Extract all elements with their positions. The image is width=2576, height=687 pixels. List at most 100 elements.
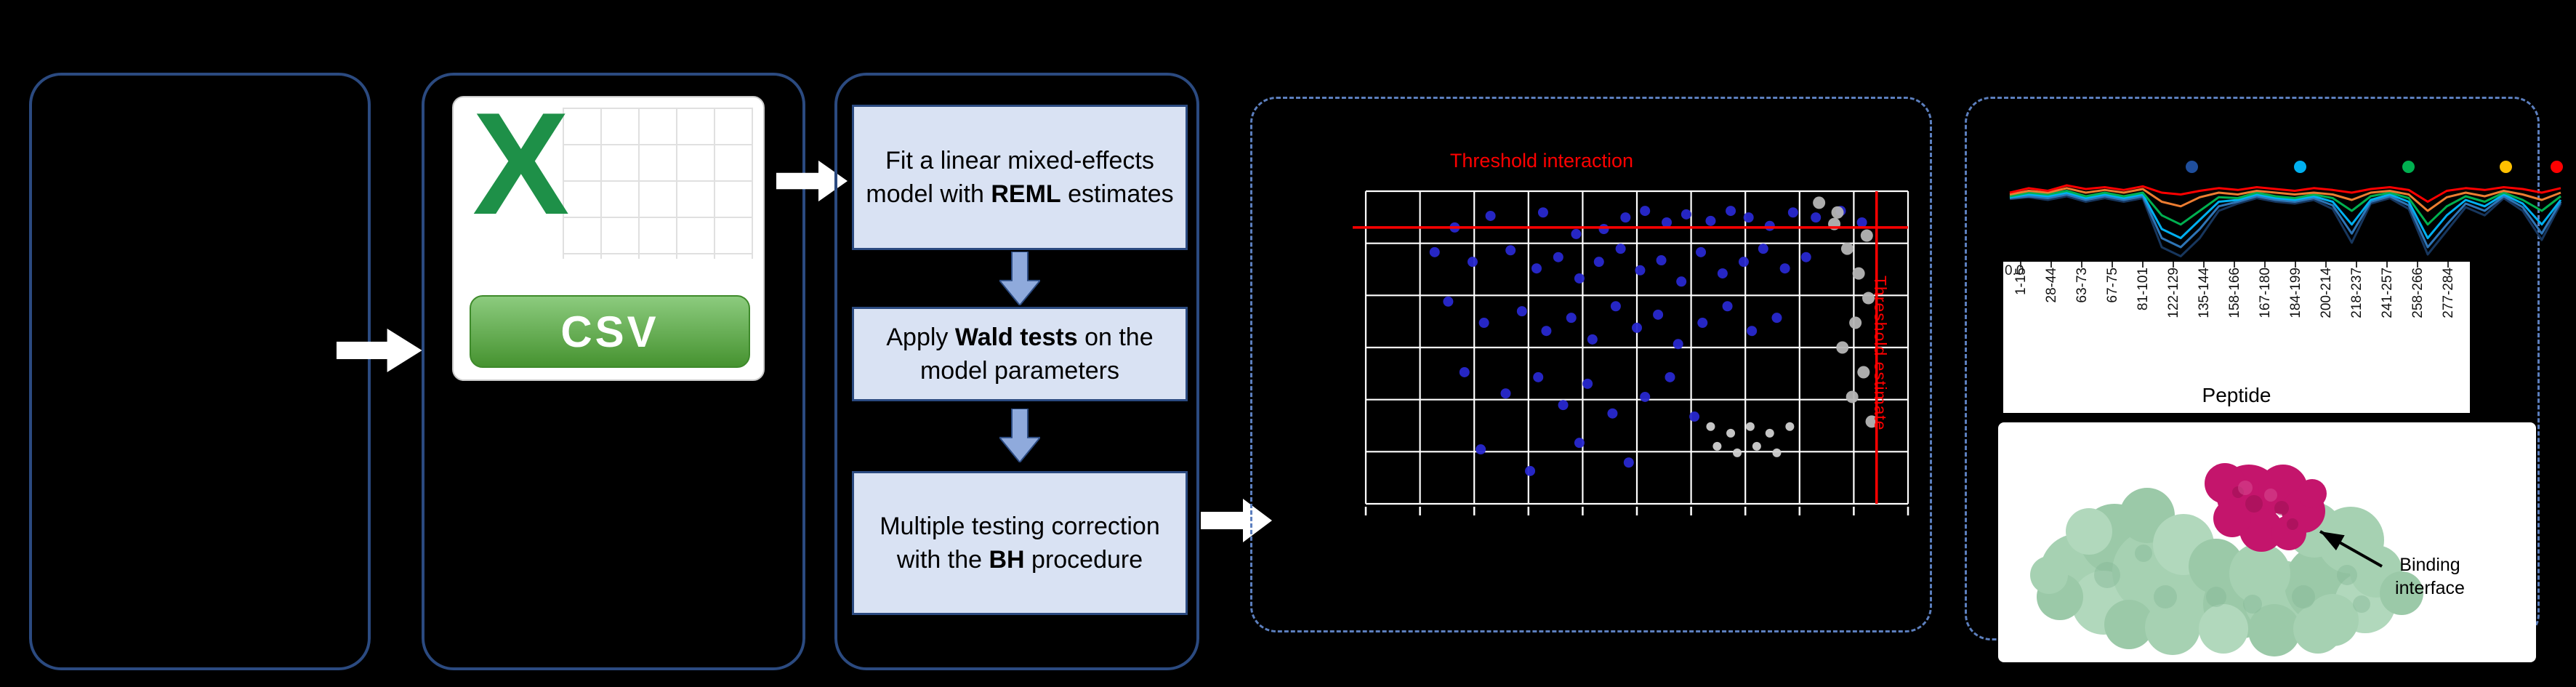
- peptide-axis-tick: [2447, 262, 2449, 268]
- scatter-point: [1640, 391, 1651, 402]
- scatter-point: [1743, 212, 1754, 223]
- peptide-tick-label: 122-129: [2166, 268, 2181, 318]
- legend-dot-2: [2294, 161, 2306, 173]
- panel-csv-input: X CSV: [422, 73, 805, 670]
- peptide-tick-label: 135-144: [2197, 268, 2212, 318]
- scatter-title: Threshold interaction: [1449, 150, 1634, 172]
- binding-interface-label: Binding interface: [2395, 555, 2465, 598]
- scatter-point: [1478, 318, 1489, 329]
- panel-results: 0.0 1-15 28-44 63-73 67-75 81-101 122-129 135-…: [1965, 97, 2563, 662]
- scatter-point: [1632, 322, 1642, 333]
- step-box-wald-text: Apply Wald tests on the model parameters: [886, 324, 1154, 385]
- spreadsheet-grid: [563, 108, 753, 259]
- uptake-line-series-green: [2009, 190, 2561, 226]
- uptake-line-chart: [2009, 184, 2562, 257]
- scatter-point: [1635, 265, 1646, 276]
- scatter-point: [1862, 292, 1875, 305]
- scatter-point: [1738, 257, 1749, 268]
- peptide-axis-tick: [2173, 262, 2174, 268]
- peptide-axis-tick: [2325, 262, 2327, 268]
- scatter-point: [1764, 220, 1775, 231]
- scatter-point: [1785, 422, 1795, 431]
- scatter-point: [1485, 210, 1496, 221]
- scatter-point: [1582, 378, 1593, 389]
- scatter-point: [1800, 252, 1811, 262]
- scatter-point: [1722, 301, 1733, 312]
- scatter-point: [1856, 217, 1867, 228]
- scatter-point: [1620, 212, 1631, 223]
- scatter-point: [1598, 224, 1609, 235]
- scatter-point: [1765, 428, 1774, 438]
- scatter-point: [1505, 245, 1516, 256]
- scatter-point: [1665, 371, 1675, 382]
- scatter-point: [1745, 422, 1755, 431]
- scatter-point: [1500, 388, 1511, 399]
- scatter-point: [1705, 215, 1716, 226]
- scatter-point: [1537, 207, 1548, 218]
- scatter-point: [1706, 422, 1715, 431]
- scatter-point: [1574, 438, 1585, 449]
- protein-surface-green: [2030, 488, 2423, 656]
- excel-x-logo: X: [472, 96, 570, 245]
- binding-interface-magenta: [2205, 463, 2327, 552]
- scatter-point: [1531, 263, 1542, 274]
- scatter-point: [1553, 252, 1563, 262]
- scatter-point: [1811, 212, 1822, 223]
- csv-label: CSV: [560, 307, 659, 356]
- scatter-point: [1712, 441, 1722, 451]
- scatter-point: [1443, 296, 1454, 307]
- scatter-point: [1758, 244, 1768, 254]
- peptide-axis-tick: [2356, 262, 2357, 268]
- scatter-point: [1566, 313, 1577, 324]
- scatter-point: [1733, 448, 1742, 457]
- scatter-point: [1541, 326, 1552, 337]
- scatter-point: [1726, 206, 1736, 217]
- panel-statistics-steps: Fit a linear mixed-effects model with RE…: [834, 73, 1199, 670]
- scatter-point: [1726, 428, 1736, 438]
- scatter-point: [1771, 313, 1782, 324]
- scatter-series-faint-cluster: [1706, 422, 1795, 457]
- scatter-point: [1476, 444, 1486, 455]
- scatter-point: [1787, 207, 1798, 218]
- threshold-lines: [1353, 191, 1908, 504]
- panel-threshold-plot: Threshold interaction Threshold estimate: [1250, 97, 1932, 632]
- peptide-tick-label: 200-214: [2319, 268, 2334, 318]
- scatter-point: [1673, 339, 1683, 350]
- scatter-point: [1571, 228, 1582, 239]
- scatter-point: [1459, 366, 1470, 377]
- scatter-point: [1607, 408, 1618, 419]
- step-box-reml-text: Fit a linear mixed-effects model with RE…: [866, 147, 1174, 208]
- scatter-point: [1779, 263, 1790, 274]
- uptake-line-series-navy: [2009, 195, 2562, 257]
- arrow-right-1: [337, 329, 422, 372]
- scatter-point: [1840, 242, 1853, 255]
- peptide-axis-tick: [2264, 262, 2266, 268]
- csv-file-icon: X CSV: [452, 96, 765, 381]
- scatter-point: [1836, 341, 1849, 354]
- peptide-tick-label: 241-257: [2380, 268, 2395, 318]
- peptide-tick-label: 258-266: [2410, 268, 2426, 318]
- peptide-tick-label: 184-199: [2288, 268, 2303, 318]
- scatter-point: [1593, 257, 1604, 268]
- step-box-reml: Fit a linear mixed-effects model with RE…: [852, 105, 1188, 250]
- legend-dot-5: [2551, 161, 2563, 173]
- scatter-point: [1587, 334, 1598, 345]
- scatter-point: [1681, 209, 1691, 220]
- peptide-axis-tick: [2295, 262, 2296, 268]
- scatter-point: [1574, 273, 1585, 284]
- step-box-bh-text: Multiple testing correction with the BH …: [880, 513, 1160, 574]
- peptide-tick-label: 28-44: [2044, 268, 2059, 303]
- scatter-point: [1676, 276, 1687, 287]
- csv-banner: CSV: [470, 295, 750, 368]
- scatter-point: [1747, 326, 1758, 337]
- peptide-axis-tick: [2142, 262, 2144, 268]
- uptake-line-series-orange: [2009, 187, 2561, 212]
- scatter-point: [1831, 206, 1844, 219]
- x-axis-title: Peptide: [2202, 384, 2271, 406]
- arrow-right-3: [1201, 499, 1272, 542]
- legend-dot-4: [2500, 161, 2512, 173]
- peptide-tick-label: 1-15: [2013, 268, 2029, 296]
- scatter-point: [1653, 309, 1664, 320]
- scatter-point: [1640, 206, 1651, 217]
